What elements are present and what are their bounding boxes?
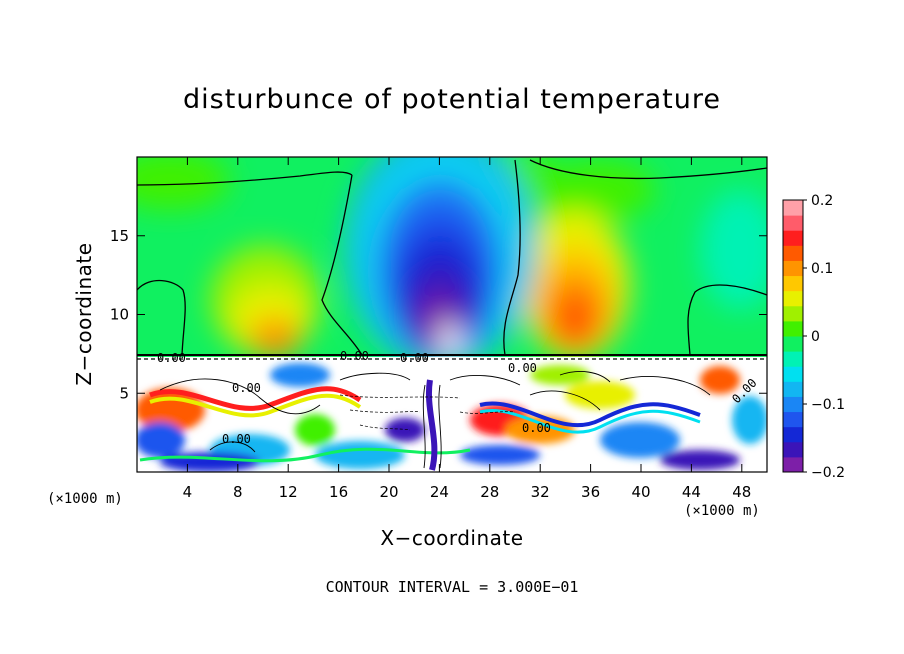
y-axis-label: Z−coordinate	[72, 242, 96, 386]
colorbar-tick-label: −0.1	[811, 397, 845, 413]
colorbar-segment	[783, 456, 803, 473]
colorbar-segment	[783, 215, 803, 231]
contour-label: 0.00	[508, 361, 537, 375]
colorbar-segment	[783, 245, 803, 261]
colorbar: 0.2 0.1 0 −0.1 −0.2	[782, 193, 845, 481]
colorbar-segment	[783, 381, 803, 397]
contour-label: 0.00	[400, 351, 429, 365]
colorbar-segment	[783, 441, 803, 458]
colorbar-segment	[783, 336, 803, 352]
x-tick-label: 28	[480, 483, 499, 501]
y-tick-label: 10	[110, 306, 129, 324]
x-unit-left: (×1000 m)	[47, 491, 123, 507]
colorbar-segment	[783, 305, 803, 322]
x-tick-label: 48	[732, 483, 751, 501]
heatmap-field	[137, 157, 767, 472]
colorbar-segment	[783, 366, 803, 382]
colorbar-segment	[783, 351, 803, 367]
x-tick-label: 44	[682, 483, 701, 501]
x-tick-label: 36	[581, 483, 600, 501]
colorbar-segment	[783, 230, 803, 246]
x-tick-label: 4	[183, 483, 193, 501]
colorbar-tick-label: 0.1	[811, 261, 833, 277]
contour-label: 0.00	[222, 432, 251, 446]
x-tick-label: 20	[379, 483, 398, 501]
contour-label: 0.00	[522, 421, 551, 435]
colorbar-segment	[783, 396, 803, 413]
y-axis: 5 10 15	[110, 227, 767, 402]
contour-label: 0.00	[157, 351, 186, 365]
colorbar-segment	[783, 200, 803, 216]
x-tick-label: 12	[279, 483, 298, 501]
x-unit-right: (×1000 m)	[684, 503, 760, 519]
x-axis-label: X−coordinate	[380, 526, 524, 550]
x-axis: 4 8 12 16 20 24 28 32 36 40 44 48	[183, 157, 751, 501]
colorbar-tick-label: 0.2	[811, 193, 833, 209]
colorbar-segment	[783, 275, 803, 292]
contour-interval-text: CONTOUR INTERVAL = 3.000E−01	[325, 578, 579, 596]
contour-label: 0.00	[340, 349, 369, 363]
colorbar-segment	[783, 260, 803, 277]
colorbar-tick-label: 0	[811, 329, 820, 345]
colorbar-segment	[783, 411, 803, 428]
x-tick-label: 40	[631, 483, 650, 501]
chart-title: disturbunce of potential temperature	[183, 84, 721, 115]
x-tick-label: 24	[430, 483, 449, 501]
y-tick-label: 5	[119, 384, 129, 402]
colorbar-tick-label: −0.2	[811, 465, 845, 481]
colorbar-segment	[783, 290, 803, 307]
y-tick-label: 15	[110, 227, 129, 245]
contour-label: 0.00	[232, 381, 261, 395]
x-tick-label: 8	[233, 483, 243, 501]
x-tick-label: 32	[531, 483, 550, 501]
x-tick-label: 16	[329, 483, 348, 501]
colorbar-segment	[783, 426, 803, 443]
colorbar-segment	[783, 320, 803, 337]
